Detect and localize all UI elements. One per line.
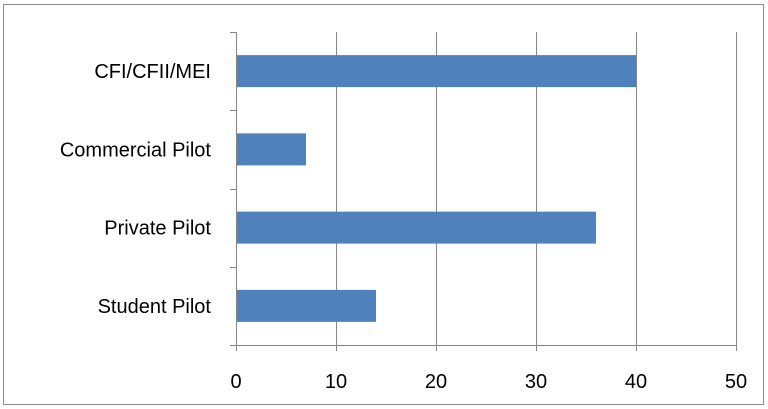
bar-cfi-cfii-mei [236,55,636,88]
category-label-commercial-pilot: Commercial Pilot [60,139,212,161]
bar-commercial-pilot [236,133,306,166]
x-tick-label-40: 40 [625,371,647,393]
x-tick-label-10: 10 [325,371,347,393]
x-tick-label-0: 0 [230,371,241,393]
category-label-cfi-cfii-mei: CFI/CFII/MEI [94,61,211,83]
category-label-student-pilot: Student Pilot [98,296,212,318]
x-tick-label-20: 20 [425,371,447,393]
x-tick-label-30: 30 [525,371,547,393]
x-tick-label-50: 50 [725,371,747,393]
category-label-private-pilot: Private Pilot [104,218,211,240]
bar-student-pilot [236,289,376,322]
bar-private-pilot [236,211,596,244]
